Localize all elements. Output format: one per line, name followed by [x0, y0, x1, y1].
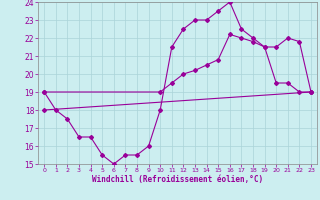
X-axis label: Windchill (Refroidissement éolien,°C): Windchill (Refroidissement éolien,°C) — [92, 175, 263, 184]
